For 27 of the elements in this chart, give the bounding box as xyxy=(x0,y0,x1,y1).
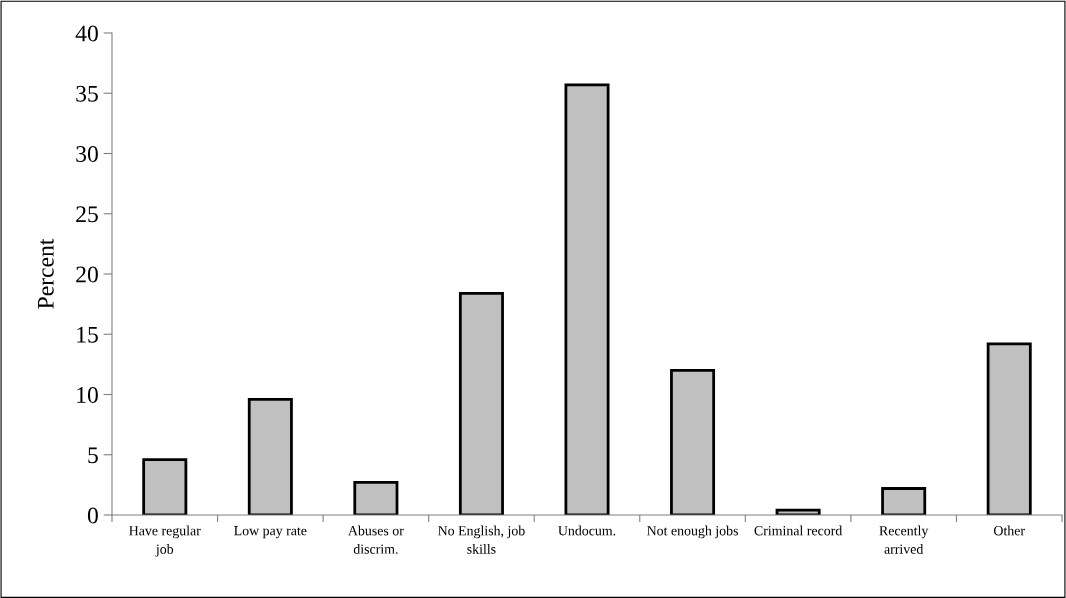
y-axis-title: Percent xyxy=(38,238,54,309)
x-tick-label: Recently arrived xyxy=(879,525,929,554)
x-tick-label: Not enough jobs xyxy=(647,525,738,539)
bar xyxy=(564,83,610,515)
y-tick-label: 30 xyxy=(76,145,98,162)
x-tick-label: Criminal record xyxy=(754,525,843,536)
x-tick-label: Abuses or discrim. xyxy=(348,525,404,554)
bar xyxy=(458,291,504,515)
bar xyxy=(986,342,1032,515)
bar xyxy=(142,458,188,515)
y-tick-label: 15 xyxy=(77,326,98,343)
y-tick-label: 5 xyxy=(88,447,98,464)
y-tick-label: 25 xyxy=(76,206,98,223)
x-tick-label: Other xyxy=(993,525,1025,536)
x-tick-label: Low pay rate xyxy=(234,526,307,539)
y-tick-label: 0 xyxy=(87,507,98,524)
y-tick-label: 40 xyxy=(75,25,98,42)
bar xyxy=(353,481,399,515)
y-tick-label: 20 xyxy=(76,266,98,283)
x-tick-label: Have regular job xyxy=(129,525,201,557)
bar xyxy=(247,397,293,515)
x-tick-label: Undocum. xyxy=(558,525,616,536)
y-tick-label: 10 xyxy=(77,386,98,403)
y-tick-label: 35 xyxy=(76,85,98,102)
x-tick-label: No English, job skills xyxy=(438,525,525,554)
bar xyxy=(670,369,716,515)
bar xyxy=(881,487,927,515)
